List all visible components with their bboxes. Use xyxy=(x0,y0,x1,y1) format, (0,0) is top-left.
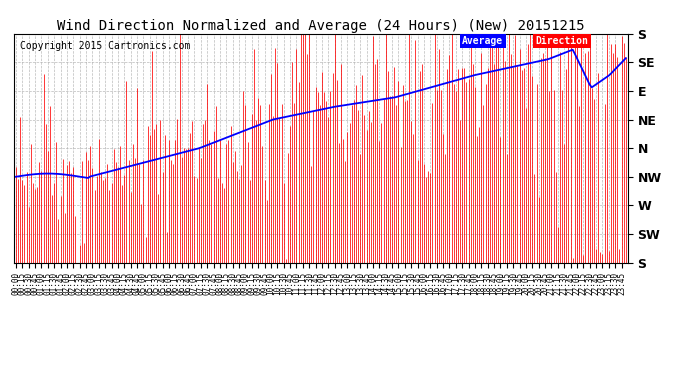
Text: Average: Average xyxy=(462,36,503,46)
Text: Copyright 2015 Cartronics.com: Copyright 2015 Cartronics.com xyxy=(20,40,190,51)
Title: Wind Direction Normalized and Average (24 Hours) (New) 20151215: Wind Direction Normalized and Average (2… xyxy=(57,19,584,33)
Text: Direction: Direction xyxy=(535,36,589,46)
